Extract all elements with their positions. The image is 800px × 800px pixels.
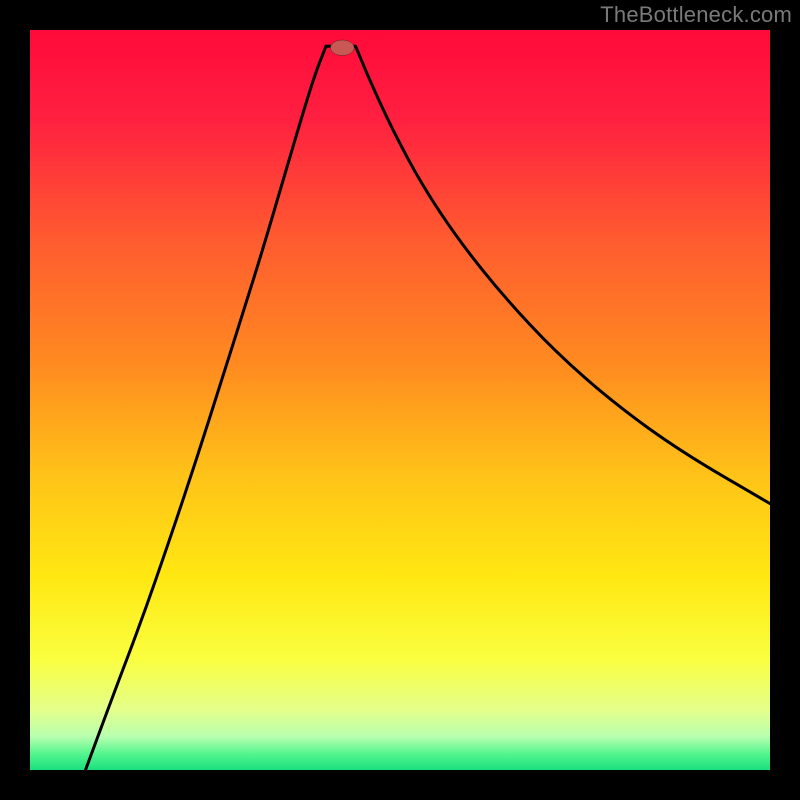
bottleneck-chart xyxy=(0,0,800,800)
chart-container: TheBottleneck.com xyxy=(0,0,800,800)
optimal-point-marker xyxy=(330,40,354,56)
